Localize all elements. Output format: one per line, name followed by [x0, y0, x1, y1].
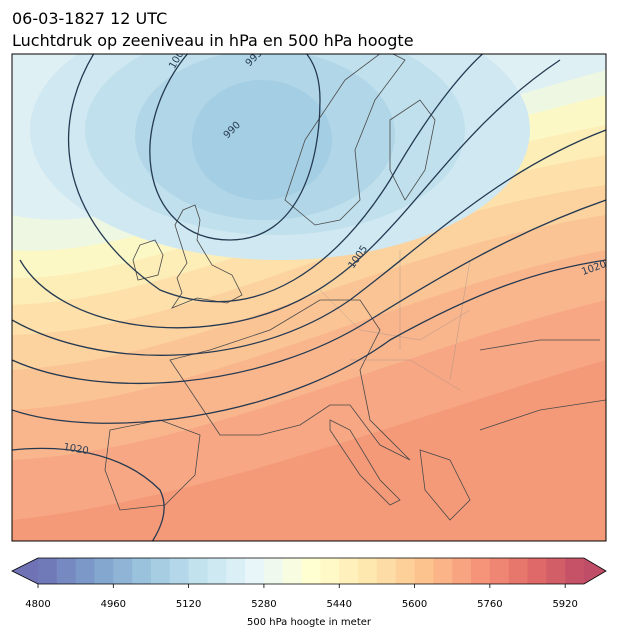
- colorbar-swatch: [358, 558, 378, 584]
- colorbar-swatch: [301, 558, 321, 584]
- colorbar-swatch: [546, 558, 566, 584]
- colorbar-swatch: [207, 558, 227, 584]
- colorbar-swatch: [263, 558, 284, 584]
- colorbar-swatch: [489, 558, 510, 584]
- colorbar-tick-label: 5920: [552, 599, 577, 610]
- colorbar-swatch: [226, 558, 246, 584]
- colorbar-swatch: [320, 558, 340, 584]
- contour: [68, 54, 484, 303]
- contour: [12, 447, 165, 541]
- colorbar-swatch: [38, 558, 58, 584]
- contour: [12, 129, 606, 356]
- colorbar-swatch: [376, 558, 397, 584]
- colorbar-swatch: [433, 558, 453, 584]
- colorbar-tick-label: 5120: [176, 599, 201, 610]
- coastline: [132, 239, 164, 281]
- map: 990 995 1000 1005 1020 1020: [12, 54, 606, 541]
- colorbar-swatch: [56, 558, 77, 584]
- coastline: [169, 299, 411, 461]
- colorbar-swatch: [414, 558, 434, 584]
- contour: [19, 59, 561, 329]
- colorbar-swatch: [508, 558, 529, 584]
- colorbar-swatch: [188, 558, 208, 584]
- band: [192, 80, 332, 200]
- colorbar-label: 500 hPa hoogte in meter: [247, 617, 372, 628]
- colorbar-tick-label: 5440: [327, 599, 352, 610]
- map-frame: [11, 53, 607, 542]
- colorbar-swatch: [169, 558, 190, 584]
- colorbar-swatch: [75, 558, 95, 584]
- colorbar-swatch: [565, 558, 585, 584]
- colorbar-swatch: [471, 558, 491, 584]
- border: [319, 250, 471, 391]
- coastline: [284, 54, 436, 226]
- contour-label: 1020: [62, 442, 89, 457]
- colorbar-swatch: [113, 558, 133, 584]
- colorbar-frame: [11, 557, 607, 585]
- colorbar-extend: [12, 558, 38, 584]
- colorbar-swatch: [245, 558, 265, 584]
- colorbar-swatch: [94, 558, 114, 584]
- coastline: [329, 339, 606, 521]
- coastline: [170, 204, 243, 309]
- date: 06-03-1827 12 UTC: [12, 9, 167, 28]
- colorbar-tick-label: 5600: [402, 599, 427, 610]
- contour: [149, 54, 321, 241]
- colorbar-swatch: [452, 558, 472, 584]
- colorbar-swatch: [339, 558, 359, 584]
- contour: [12, 199, 606, 385]
- colorbar-swatch: [132, 558, 152, 584]
- colorbar-swatch: [527, 558, 547, 584]
- colorbar-swatch: [282, 558, 303, 584]
- colorbar-tick-label: 5280: [251, 599, 276, 610]
- colorbar-tick-label: 5760: [477, 599, 502, 610]
- colorbar-tick-label: 4800: [25, 599, 50, 610]
- contour: [12, 259, 606, 424]
- title: Luchtdruk op zeeniveau in hPa en 500 hPa…: [12, 31, 414, 50]
- colorbar: 4800 4960 5120 5280 5440 5600 5760 5920: [11, 557, 607, 610]
- coastline: [104, 419, 201, 511]
- colorbar-extend: [584, 558, 606, 584]
- colorbar-swatch: [150, 558, 171, 584]
- colorbar-swatch: [395, 558, 416, 584]
- colorbar-tick-label: 4960: [101, 599, 126, 610]
